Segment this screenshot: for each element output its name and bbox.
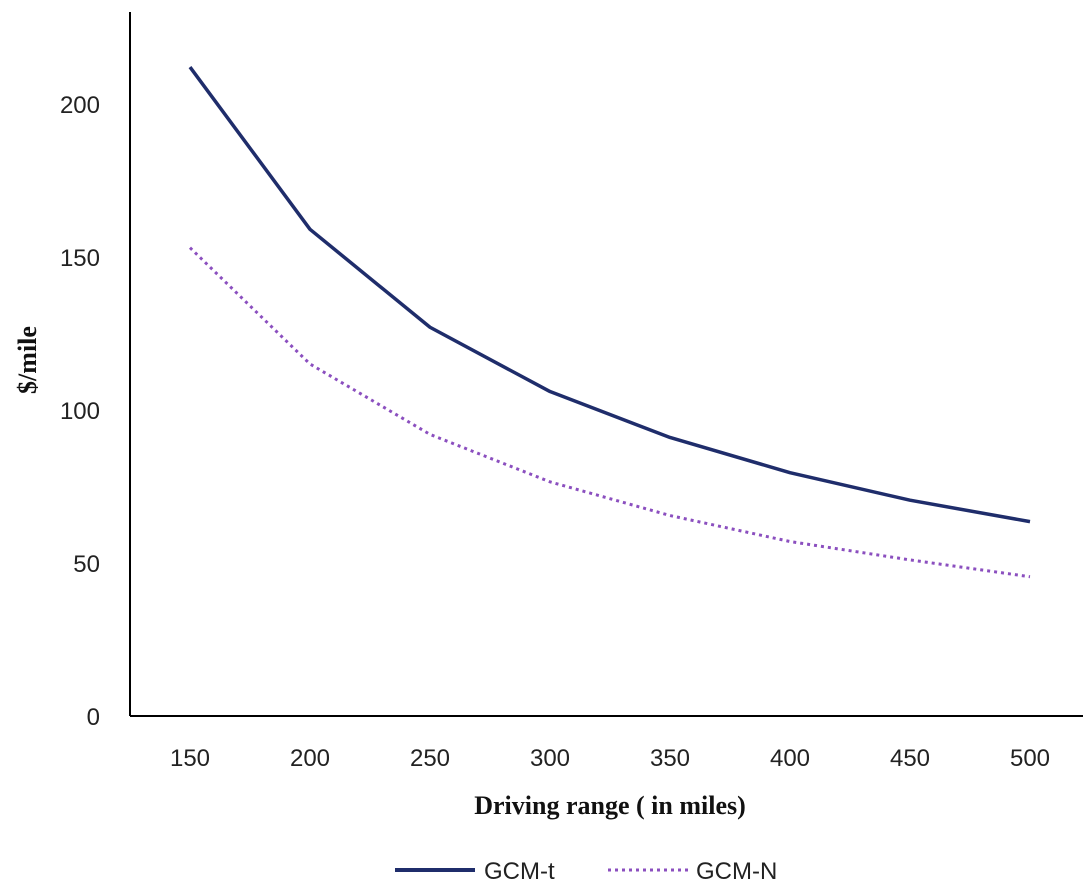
x-tick-label: 350: [650, 745, 690, 772]
legend-label-gcm-n: GCM-N: [696, 858, 777, 885]
y-tick-label: 50: [73, 551, 100, 578]
x-tick-labels: 150 200 250 300 350 400 450 500: [170, 745, 1050, 772]
series-line-gcm-t: [188, 66, 1031, 524]
y-tick-label: 150: [60, 245, 100, 272]
x-axis-title: Driving range ( in miles): [474, 791, 746, 820]
y-tick-label: 200: [60, 92, 100, 119]
series-line-gcm-n: [188, 246, 1031, 579]
x-tick-label: 250: [410, 745, 450, 772]
y-axis-title: $/mile: [13, 326, 42, 394]
y-tick-labels: 0 50 100 150 200: [60, 92, 100, 731]
series-layer: [188, 66, 1031, 579]
x-tick-label: 500: [1010, 745, 1050, 772]
x-tick-label: 300: [530, 745, 570, 772]
x-tick-label: 450: [890, 745, 930, 772]
x-tick-label: 400: [770, 745, 810, 772]
y-tick-label: 0: [87, 704, 100, 731]
x-tick-label: 150: [170, 745, 210, 772]
legend-label-gcm-t: GCM-t: [484, 858, 555, 885]
y-tick-label: 100: [60, 398, 100, 425]
x-tick-label: 200: [290, 745, 330, 772]
legend: GCM-t GCM-N: [395, 858, 777, 885]
